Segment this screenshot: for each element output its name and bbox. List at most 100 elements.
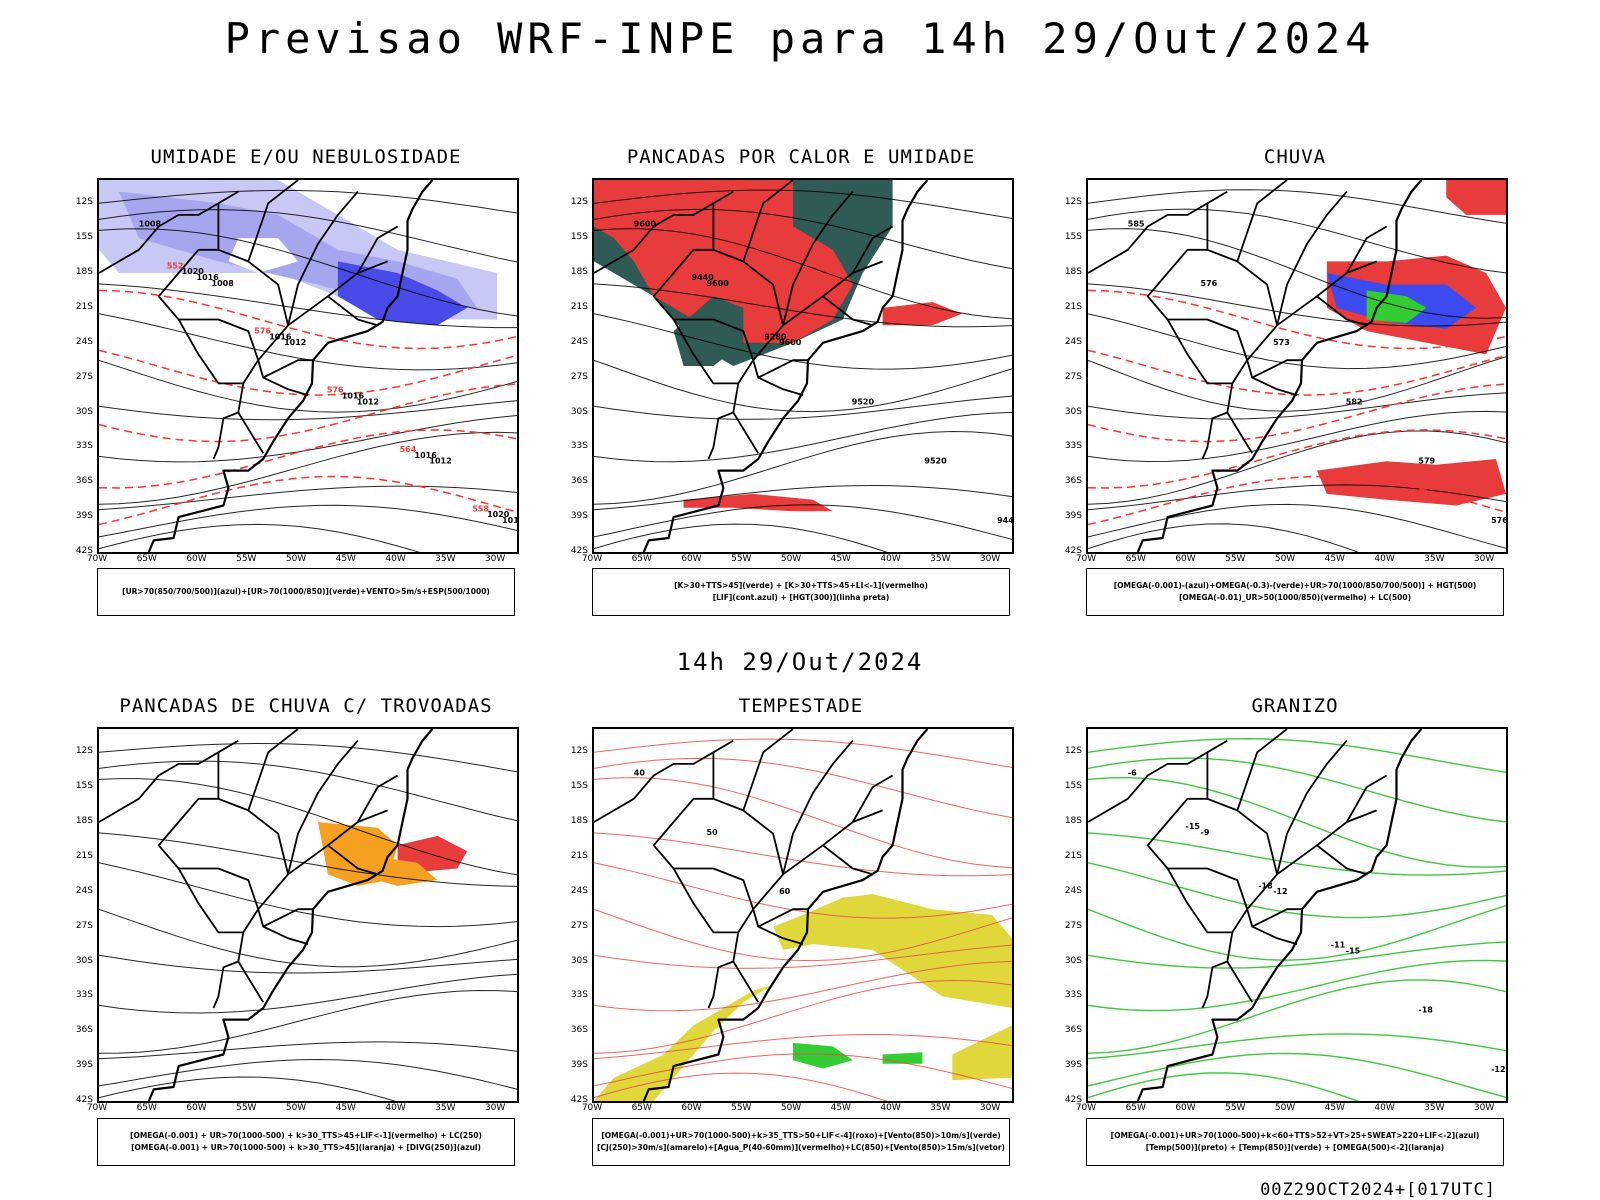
contour-line xyxy=(594,738,1012,768)
lat-tick-label: 27S xyxy=(570,371,588,382)
lon-tick-label: 30W xyxy=(1473,1103,1495,1113)
contour-line xyxy=(594,484,1012,511)
contour-label: 564 xyxy=(400,445,417,454)
contour-line xyxy=(99,832,517,887)
map-boundary xyxy=(642,909,810,1101)
map-boundary xyxy=(237,961,264,1003)
dashed-contour xyxy=(1088,289,1506,350)
contour-line xyxy=(99,400,517,421)
map-boundary xyxy=(752,809,883,910)
lat-tick-label: 36S xyxy=(1064,476,1082,487)
contour-label: 60 xyxy=(779,887,791,896)
lon-tick-label: 50W xyxy=(1274,1103,1296,1113)
lon-tick-label: 70W xyxy=(581,554,603,564)
contour-line xyxy=(99,359,517,413)
lon-tick-label: 45W xyxy=(1324,554,1345,564)
shaded-region xyxy=(1316,459,1506,506)
dashed-contour xyxy=(1088,349,1506,396)
lat-tick-label: 15S xyxy=(75,232,93,243)
contour-line xyxy=(594,411,1012,463)
lat-tick-label: 42S xyxy=(570,1095,588,1105)
contour-line xyxy=(594,313,1012,370)
lon-tick-label: 40W xyxy=(385,1103,406,1113)
lon-tick-label: 45W xyxy=(335,554,356,564)
contour-line xyxy=(99,209,517,263)
lon-tick-label: 70W xyxy=(581,1103,603,1113)
lat-tick-label: 30S xyxy=(1064,955,1082,966)
map-boundary xyxy=(312,180,434,361)
map-boundary xyxy=(642,360,810,552)
map-boundary xyxy=(807,180,929,361)
lat-tick-label: 21S xyxy=(75,850,93,861)
map-boundary xyxy=(707,383,740,460)
lat-tick-label: 36S xyxy=(75,1025,93,1036)
map-boundary xyxy=(1166,318,1249,385)
contour-line xyxy=(99,1076,397,1101)
lat-tick-label: 30S xyxy=(75,955,93,966)
contour-line xyxy=(594,1053,1012,1089)
map-boundary xyxy=(1226,412,1253,454)
contour-label: 1008 xyxy=(212,279,235,288)
map-boundary xyxy=(327,844,378,876)
panel-title: UMIDADE E/OU NEBULOSIDADE xyxy=(150,146,462,168)
lon-tick-label: 70W xyxy=(1075,1103,1097,1113)
lat-tick-label: 12S xyxy=(75,746,93,757)
shaded-region xyxy=(882,1052,923,1064)
map-boundary xyxy=(257,908,309,945)
shaded-region xyxy=(952,1025,1012,1081)
lat-tick-label: 15S xyxy=(570,232,588,243)
map-boundary xyxy=(357,774,399,823)
lon-tick-label: 40W xyxy=(880,554,901,564)
lat-tick-label: 27S xyxy=(1064,920,1082,931)
lon-tick-label: 50W xyxy=(285,554,307,564)
contour-line xyxy=(99,189,517,214)
map-svg: 1008100810121012101210121016101610161016… xyxy=(99,180,517,552)
contour-label: 1008 xyxy=(139,220,162,229)
lon-tick-label: 65W xyxy=(631,1103,652,1113)
lon-tick-label: 60W xyxy=(186,1103,207,1113)
lon-tick-label: 60W xyxy=(186,554,207,564)
legend-box: [K>30+TTS>45](verde) + [K>30+TTS>45+LI<-… xyxy=(592,568,1010,616)
contour-line xyxy=(594,960,1012,1012)
lat-tick-label: 18S xyxy=(570,267,588,277)
lon-tick-label: 60W xyxy=(681,554,702,564)
lat-tick-label: 21S xyxy=(570,301,588,312)
shaded-region xyxy=(882,302,963,326)
map-svg: 40 50 60 xyxy=(594,729,1012,1101)
map-boundary xyxy=(713,248,784,326)
contour-line xyxy=(99,504,517,538)
lat-tick-label: 39S xyxy=(570,511,588,522)
lon-tick-label: 30W xyxy=(484,1103,506,1113)
lat-tick-label: 18S xyxy=(570,816,588,826)
lon-tick-label: 50W xyxy=(780,554,802,564)
dashed-contour xyxy=(1088,475,1506,526)
map-boundary xyxy=(1201,932,1234,1009)
lon-tick-label: 70W xyxy=(86,554,108,564)
contour-label: 9520 xyxy=(852,397,875,406)
map-boundary xyxy=(257,359,309,396)
contour-label: 1016 xyxy=(197,273,220,282)
map-boundary xyxy=(1346,225,1388,274)
contour-label: 9440 xyxy=(692,273,715,282)
map-boundary xyxy=(99,190,239,274)
lon-tick-label: 35W xyxy=(435,1103,456,1113)
contour-line xyxy=(594,862,1012,919)
lat-tick-label: 15S xyxy=(570,781,588,792)
map-boundary xyxy=(742,180,794,262)
contour-label: 1012 xyxy=(502,516,517,525)
lat-tick-label: 30S xyxy=(75,406,93,417)
lat-tick-label: 18S xyxy=(1064,267,1082,277)
lon-tick-label: 65W xyxy=(1125,1103,1146,1113)
contour-line xyxy=(1088,503,1506,549)
lon-tick-label: 40W xyxy=(1374,554,1395,564)
contour-line xyxy=(99,431,517,505)
lat-tick-label: 42S xyxy=(1064,1095,1082,1105)
lat-tick-label: 27S xyxy=(75,371,93,382)
dashed-contour xyxy=(1088,383,1506,443)
lat-tick-label: 15S xyxy=(1064,781,1082,792)
legend-line: [OMEGA(-0.001)+UR>70(1000-500)+k<60+TTS>… xyxy=(1110,1131,1480,1140)
dashed-contour xyxy=(99,475,517,526)
lat-tick-label: 18S xyxy=(75,816,93,826)
forecast-run-footer: 00Z29OCT2024+[017UTC] xyxy=(1260,1180,1496,1200)
legend-line: [OMEGA(-0.001) + UR>70(1000-500) + k>30_… xyxy=(130,1131,482,1140)
